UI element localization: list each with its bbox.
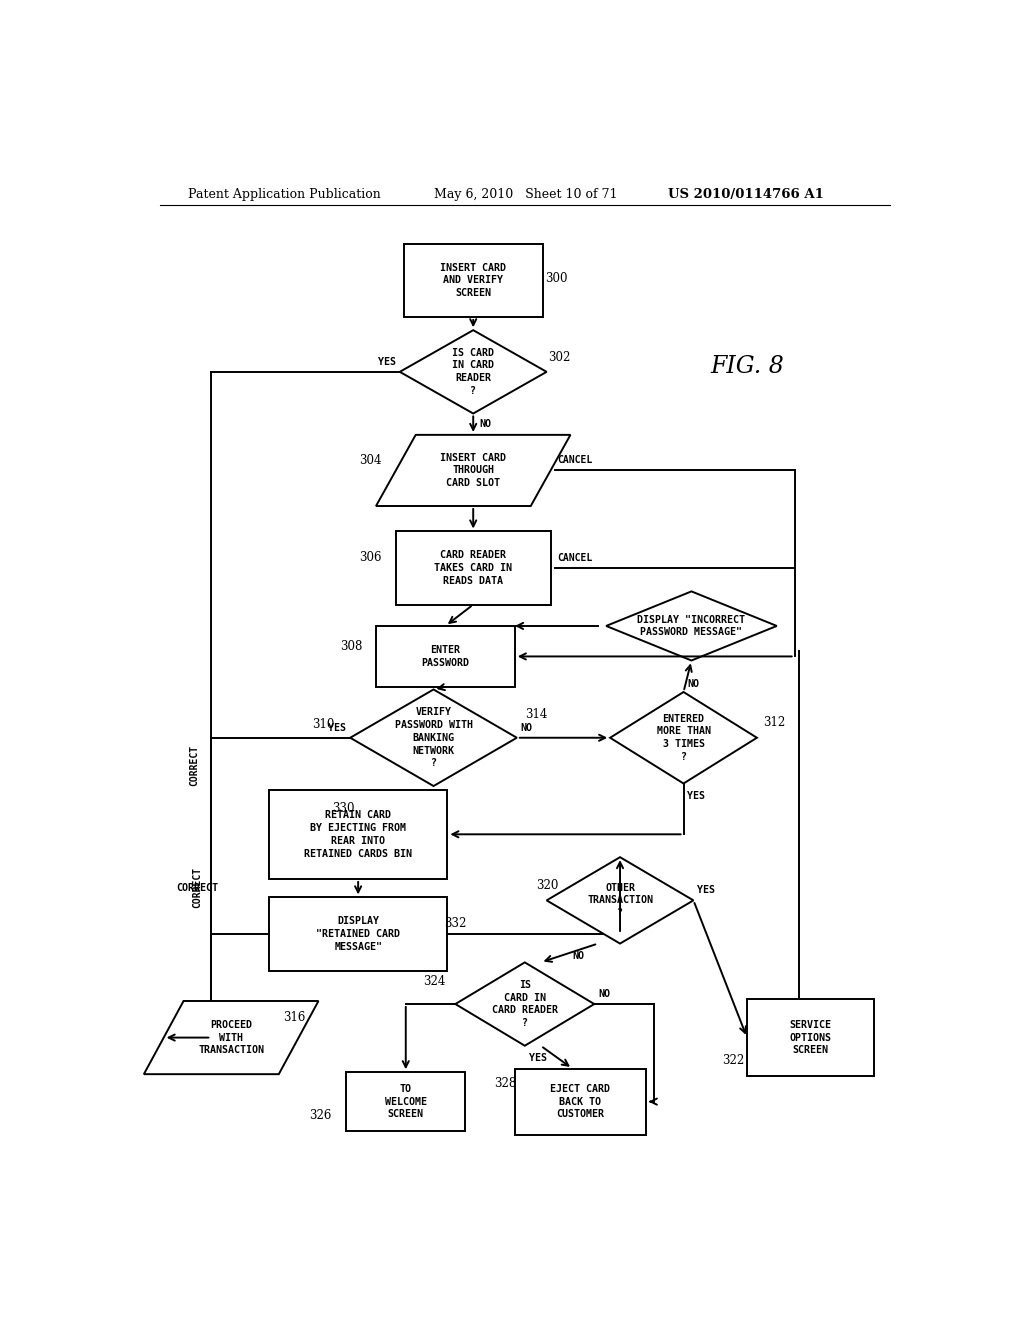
Text: CORRECT: CORRECT <box>193 867 202 908</box>
FancyBboxPatch shape <box>515 1069 646 1135</box>
Text: 302: 302 <box>549 351 571 364</box>
Polygon shape <box>610 692 757 784</box>
Text: CARD READER
TAKES CARD IN
READS DATA: CARD READER TAKES CARD IN READS DATA <box>434 550 512 586</box>
Text: INSERT CARD
AND VERIFY
SCREEN: INSERT CARD AND VERIFY SCREEN <box>440 263 506 298</box>
Text: OTHER
TRANSACTION
?: OTHER TRANSACTION ? <box>587 883 653 919</box>
Polygon shape <box>606 591 777 660</box>
Polygon shape <box>350 689 517 785</box>
Text: FIG. 8: FIG. 8 <box>710 355 784 379</box>
Text: CANCEL: CANCEL <box>557 455 592 465</box>
Text: CORRECT: CORRECT <box>188 744 199 787</box>
Text: 332: 332 <box>443 917 466 931</box>
FancyBboxPatch shape <box>748 999 874 1076</box>
Text: IS CARD
IN CARD
READER
?: IS CARD IN CARD READER ? <box>453 347 495 396</box>
Text: ENTERED
MORE THAN
3 TIMES
?: ENTERED MORE THAN 3 TIMES ? <box>656 714 711 762</box>
Text: YES: YES <box>378 356 396 367</box>
Text: NO: NO <box>572 950 585 961</box>
Text: 304: 304 <box>359 454 382 467</box>
FancyBboxPatch shape <box>346 1072 465 1131</box>
Text: YES: YES <box>329 722 346 733</box>
FancyBboxPatch shape <box>269 898 447 970</box>
FancyBboxPatch shape <box>403 244 543 317</box>
Text: 306: 306 <box>359 552 382 565</box>
Text: DISPLAY "INCORRECT
PASSWORD MESSAGE": DISPLAY "INCORRECT PASSWORD MESSAGE" <box>638 615 745 638</box>
Text: 314: 314 <box>524 708 547 721</box>
Text: 330: 330 <box>332 803 354 816</box>
Text: 312: 312 <box>763 715 785 729</box>
Polygon shape <box>399 330 547 413</box>
Text: CORRECT: CORRECT <box>176 883 218 892</box>
Text: NO: NO <box>521 722 532 733</box>
Text: RETAIN CARD
BY EJECTING FROM
REAR INTO
RETAINED CARDS BIN: RETAIN CARD BY EJECTING FROM REAR INTO R… <box>304 810 412 858</box>
Text: 308: 308 <box>340 640 362 653</box>
Text: 310: 310 <box>312 718 334 731</box>
Text: 324: 324 <box>423 975 445 989</box>
Text: YES: YES <box>528 1053 547 1063</box>
Text: 328: 328 <box>495 1077 517 1090</box>
Text: VERIFY
PASSWORD WITH
BANKING
NETWORK
?: VERIFY PASSWORD WITH BANKING NETWORK ? <box>394 708 472 768</box>
Text: US 2010/0114766 A1: US 2010/0114766 A1 <box>668 189 823 202</box>
Text: 326: 326 <box>309 1109 331 1122</box>
Text: PROCEED
WITH
TRANSACTION: PROCEED WITH TRANSACTION <box>199 1020 264 1056</box>
Text: 322: 322 <box>722 1055 744 1068</box>
Text: TO
WELCOME
SCREEN: TO WELCOME SCREEN <box>385 1084 427 1119</box>
Text: NO: NO <box>598 989 610 999</box>
Polygon shape <box>376 434 570 506</box>
Text: 300: 300 <box>545 272 567 285</box>
Text: YES: YES <box>687 791 706 801</box>
Text: NO: NO <box>687 678 699 689</box>
FancyBboxPatch shape <box>396 532 551 605</box>
Text: 320: 320 <box>536 879 558 891</box>
Text: DISPLAY
"RETAINED CARD
MESSAGE": DISPLAY "RETAINED CARD MESSAGE" <box>316 916 400 952</box>
Polygon shape <box>547 857 693 944</box>
Text: SERVICE
OPTIONS
SCREEN: SERVICE OPTIONS SCREEN <box>790 1020 831 1056</box>
Text: ENTER
PASSWORD: ENTER PASSWORD <box>422 645 469 668</box>
Text: May 6, 2010   Sheet 10 of 71: May 6, 2010 Sheet 10 of 71 <box>433 189 617 202</box>
FancyBboxPatch shape <box>376 626 515 686</box>
Polygon shape <box>456 962 594 1045</box>
Text: YES: YES <box>697 886 716 895</box>
Text: NO: NO <box>479 418 492 429</box>
Text: CANCEL: CANCEL <box>557 553 592 562</box>
Text: Patent Application Publication: Patent Application Publication <box>187 189 380 202</box>
FancyBboxPatch shape <box>269 789 447 879</box>
Text: INSERT CARD
THROUGH
CARD SLOT: INSERT CARD THROUGH CARD SLOT <box>440 453 506 488</box>
Text: IS
CARD IN
CARD READER
?: IS CARD IN CARD READER ? <box>492 979 558 1028</box>
Polygon shape <box>143 1001 318 1074</box>
Text: EJECT CARD
BACK TO
CUSTOMER: EJECT CARD BACK TO CUSTOMER <box>550 1084 610 1119</box>
Text: 316: 316 <box>283 1011 305 1024</box>
